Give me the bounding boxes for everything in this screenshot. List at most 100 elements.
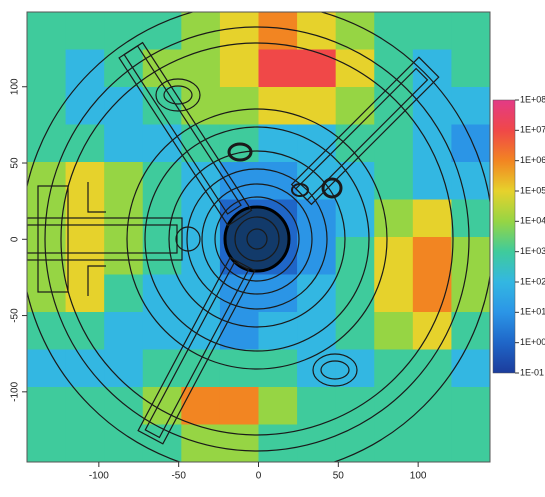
heat-cell — [413, 200, 452, 238]
y-tick-label: 0 — [10, 236, 21, 242]
heat-cell — [143, 125, 182, 163]
heat-cell — [297, 87, 336, 125]
heat-cell — [374, 237, 413, 275]
heat-cell — [181, 50, 220, 88]
heat-cell — [451, 12, 490, 50]
heat-cell — [451, 425, 490, 463]
heat-cell — [27, 12, 66, 50]
heat-cell — [66, 162, 105, 200]
heat-cell — [413, 237, 452, 275]
heat-cell — [66, 275, 105, 313]
x-tick-label: -100 — [89, 471, 109, 482]
heat-cell — [104, 312, 143, 350]
heat-cell — [374, 200, 413, 238]
heat-cell — [66, 312, 105, 350]
heat-cell — [104, 87, 143, 125]
heat-cell — [27, 275, 66, 313]
colorbar-tick-label: 1E+05 — [520, 185, 545, 195]
heat-cell — [336, 87, 375, 125]
heat-cell — [374, 350, 413, 388]
heat-cell — [297, 425, 336, 463]
heat-cell — [336, 425, 375, 463]
colorbar — [493, 100, 515, 373]
heat-cell — [413, 387, 452, 425]
heat-cell — [27, 125, 66, 163]
heat-cell — [451, 312, 490, 350]
heat-cell — [104, 275, 143, 313]
heat-cell — [297, 312, 336, 350]
heat-cell — [220, 312, 259, 350]
heat-cell — [374, 162, 413, 200]
heat-cell — [451, 237, 490, 275]
heat-cell — [143, 350, 182, 388]
heat-cell — [297, 12, 336, 50]
heat-cell — [181, 350, 220, 388]
y-tick-label: 50 — [10, 157, 21, 169]
heat-cell — [27, 387, 66, 425]
colorbar-tick-label: 1E+03 — [520, 246, 545, 256]
heat-cell — [259, 162, 298, 200]
heat-cell — [27, 162, 66, 200]
heat-cell — [374, 312, 413, 350]
heat-cell — [66, 387, 105, 425]
heat-cell — [451, 350, 490, 388]
heat-cell — [259, 50, 298, 88]
heat-cell — [413, 162, 452, 200]
colorbar-tick-label: 1E+01 — [520, 307, 545, 317]
heat-cell — [27, 237, 66, 275]
heat-cell — [104, 237, 143, 275]
heat-cell — [27, 425, 66, 463]
heat-cell — [413, 12, 452, 50]
y-tick-label: -100 — [10, 381, 21, 401]
heat-cell — [259, 87, 298, 125]
heat-cell — [143, 275, 182, 313]
x-tick-label: 100 — [410, 471, 427, 482]
heat-cell — [104, 425, 143, 463]
heat-cell — [336, 50, 375, 88]
heat-cell — [220, 425, 259, 463]
heat-cell — [220, 387, 259, 425]
colorbar-tick-label: 1E+08 — [520, 94, 545, 104]
heat-cell — [413, 275, 452, 313]
heat-cell — [413, 312, 452, 350]
heat-cell — [451, 125, 490, 163]
heat-cell — [259, 312, 298, 350]
heat-cell — [66, 12, 105, 50]
heat-cell — [297, 387, 336, 425]
heat-cell — [374, 125, 413, 163]
heat-cell — [104, 387, 143, 425]
heat-cell — [104, 125, 143, 163]
heat-cell — [451, 50, 490, 88]
heat-cell — [297, 200, 336, 238]
heat-cell — [451, 87, 490, 125]
heat-cell — [66, 237, 105, 275]
heat-cell — [374, 12, 413, 50]
heat-cell — [220, 87, 259, 125]
heat-cell — [143, 50, 182, 88]
heat-cell — [451, 387, 490, 425]
chart: -100-50050100-100-50050100 1E+081E+071E+… — [0, 0, 545, 492]
heat-cell — [259, 425, 298, 463]
heat-cell — [374, 425, 413, 463]
heat-cell — [336, 162, 375, 200]
heat-cell — [27, 50, 66, 88]
colorbar-tick-label: 1E+06 — [520, 155, 545, 165]
heat-cell — [66, 425, 105, 463]
heat-cell — [66, 50, 105, 88]
heat-cell — [297, 275, 336, 313]
heat-cell — [181, 387, 220, 425]
heat-cell — [220, 50, 259, 88]
heat-cell — [413, 425, 452, 463]
heat-cell — [297, 350, 336, 388]
heat-cell — [451, 200, 490, 238]
colorbar-tick-label: 1E+02 — [520, 276, 545, 286]
heat-cell — [259, 125, 298, 163]
heat-cell — [374, 387, 413, 425]
heat-cell — [259, 387, 298, 425]
x-tick-label: 50 — [333, 471, 345, 482]
heat-cell — [104, 162, 143, 200]
colorbar-tick-label: 1E+04 — [520, 216, 545, 226]
x-tick-label: 0 — [256, 471, 262, 482]
heat-cell — [27, 87, 66, 125]
heat-cell — [374, 87, 413, 125]
